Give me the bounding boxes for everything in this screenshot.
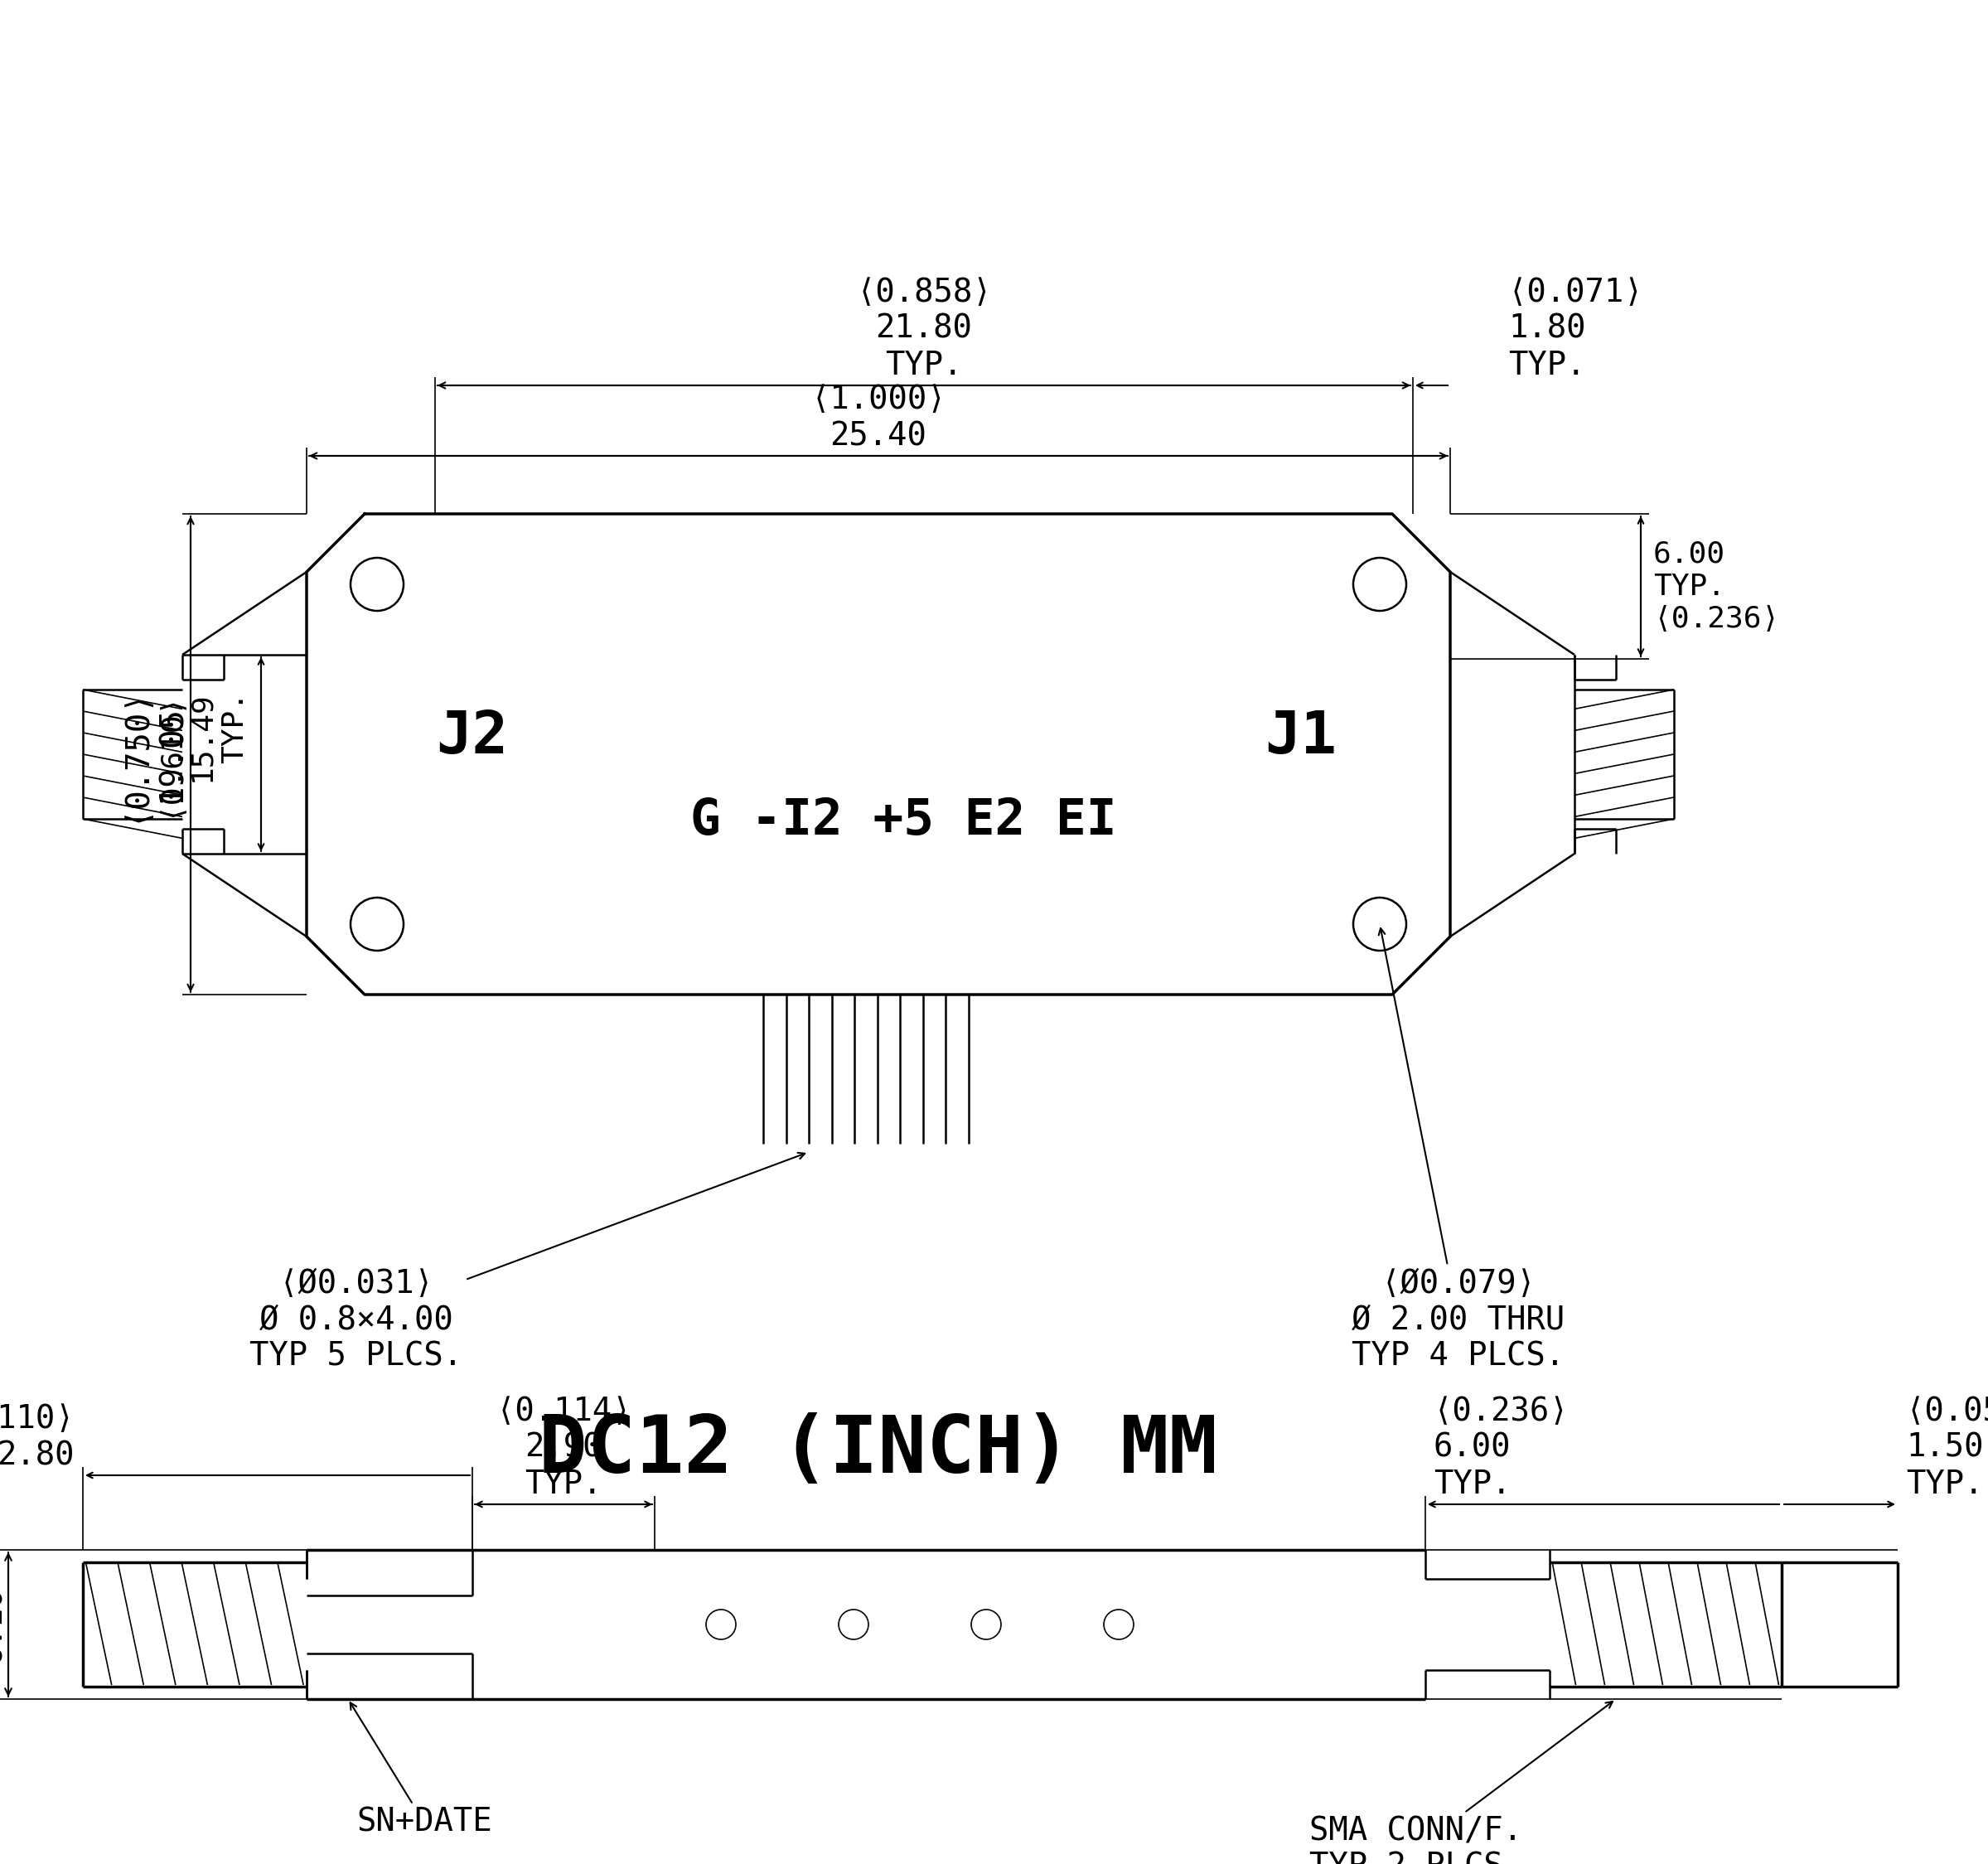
Text: ⟨0.110⟩
2.80: ⟨0.110⟩ 2.80 [0,1404,76,1471]
Text: SMA CONN/F.
TYP 2 PLCS.: SMA CONN/F. TYP 2 PLCS. [1310,1702,1612,1864]
Text: ⟨1.000⟩
25.40: ⟨1.000⟩ 25.40 [811,384,946,451]
Text: J2: J2 [435,708,509,766]
Text: ⟨0.240⟩
6.10: ⟨0.240⟩ 6.10 [0,1556,8,1693]
Text: SN+DATE: SN+DATE [350,1702,491,1838]
Text: ⟨0.858⟩
21.80
TYP.: ⟨0.858⟩ 21.80 TYP. [857,278,992,382]
Text: ⟨0.059⟩
1.50
TYP.: ⟨0.059⟩ 1.50 TYP. [1906,1396,1988,1501]
Text: DC12 (INCH) MM: DC12 (INCH) MM [539,1411,1219,1489]
Text: 6.00
TYP.
⟨0.236⟩: 6.00 TYP. ⟨0.236⟩ [1654,541,1779,634]
Text: ⟨0.114⟩
2.90
TYP.: ⟨0.114⟩ 2.90 TYP. [495,1396,632,1501]
Text: ⟨Ø0.079⟩
Ø 2.00 THRU
TYP 4 PLCS.: ⟨Ø0.079⟩ Ø 2.00 THRU TYP 4 PLCS. [1352,928,1565,1372]
Text: J1: J1 [1264,708,1338,766]
Text: ⟨Ø0.031⟩
Ø 0.8×4.00
TYP 5 PLCS.: ⟨Ø0.031⟩ Ø 0.8×4.00 TYP 5 PLCS. [250,1152,805,1372]
Text: ⟨0.750⟩
19.05: ⟨0.750⟩ 19.05 [119,686,187,822]
Text: ⟨0.236⟩
6.00
TYP.: ⟨0.236⟩ 6.00 TYP. [1433,1396,1569,1501]
Text: G -I2 +5 E2 EI: G -I2 +5 E2 EI [690,796,1117,844]
Text: ⟨0.071⟩
1.80
TYP.: ⟨0.071⟩ 1.80 TYP. [1509,278,1644,382]
Text: ⟨0.610⟩
15.49
TYP.: ⟨0.610⟩ 15.49 TYP. [155,692,249,816]
